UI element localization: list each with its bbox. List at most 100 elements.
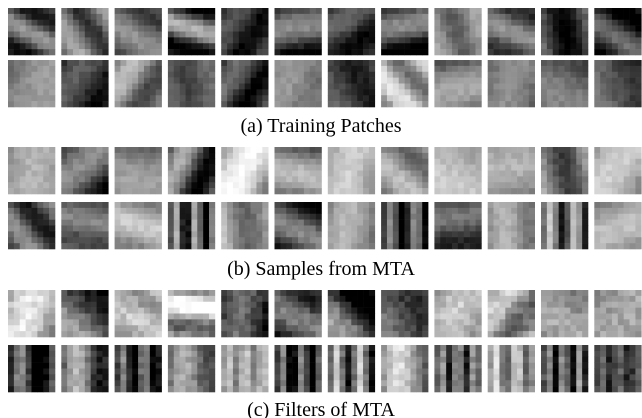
pixel: [345, 208, 351, 214]
pixel: [286, 49, 292, 55]
pixel: [304, 43, 310, 49]
pixel: [126, 351, 132, 357]
pixel: [387, 220, 393, 226]
pixel: [345, 176, 351, 182]
pixel: [43, 296, 49, 302]
pixel: [203, 345, 209, 351]
pixel: [606, 43, 612, 49]
pixel: [67, 182, 73, 188]
pixel: [565, 302, 571, 308]
pixel: [150, 101, 156, 107]
pixel: [405, 226, 411, 232]
pixel: [102, 314, 108, 320]
pixel: [570, 202, 576, 208]
pixel: [594, 37, 600, 43]
pixel: [298, 101, 304, 107]
pixel: [174, 214, 180, 220]
pixel: [115, 101, 121, 107]
pixel: [576, 202, 582, 208]
pixel: [43, 314, 49, 320]
pixel: [186, 49, 192, 55]
pixel: [494, 351, 500, 357]
pixel: [102, 325, 108, 331]
pixel: [115, 374, 121, 380]
pixel: [298, 171, 304, 177]
pixel: [203, 243, 209, 249]
pixel: [150, 159, 156, 165]
pixel: [97, 176, 103, 182]
pixel: [26, 290, 32, 296]
patch: [434, 60, 481, 107]
pixel: [203, 308, 209, 314]
pixel: [126, 32, 132, 38]
pixel: [328, 226, 334, 232]
pixel: [416, 325, 422, 331]
pixel: [393, 20, 399, 26]
pixel: [221, 84, 227, 90]
pixel: [381, 386, 387, 392]
pixel: [316, 226, 322, 232]
pixel: [8, 231, 14, 237]
pixel: [399, 380, 405, 386]
pixel: [174, 345, 180, 351]
pixel: [221, 296, 227, 302]
pixel: [369, 89, 375, 95]
pixel: [126, 208, 132, 214]
pixel: [126, 60, 132, 66]
pixel: [476, 302, 482, 308]
pixel: [476, 243, 482, 249]
pixel: [102, 386, 108, 392]
pixel: [245, 95, 251, 101]
pixel: [180, 243, 186, 249]
pixel: [138, 188, 144, 194]
pixel: [452, 220, 458, 226]
pixel: [369, 302, 375, 308]
pixel: [470, 243, 476, 249]
pixel: [203, 14, 209, 20]
pixel: [304, 95, 310, 101]
pixel: [446, 325, 452, 331]
pixel: [67, 66, 73, 72]
pixel: [97, 386, 103, 392]
pixel: [26, 95, 32, 101]
pixel: [458, 72, 464, 78]
pixel: [251, 159, 257, 165]
pixel: [630, 37, 636, 43]
pixel: [209, 182, 215, 188]
pixel: [156, 95, 162, 101]
pixel: [553, 231, 559, 237]
pixel: [440, 345, 446, 351]
pixel: [115, 331, 121, 337]
pixel: [393, 231, 399, 237]
pixel: [494, 72, 500, 78]
pixel: [245, 386, 251, 392]
pixel: [357, 208, 363, 214]
pixel: [168, 369, 174, 375]
pixel: [256, 101, 262, 107]
pixel: [310, 66, 316, 72]
pixel: [565, 182, 571, 188]
pixel: [91, 208, 97, 214]
pixel: [464, 8, 470, 14]
pixel: [73, 8, 79, 14]
pixel: [191, 159, 197, 165]
pixel: [387, 147, 393, 153]
pixel: [233, 345, 239, 351]
pixel: [298, 14, 304, 20]
pixel: [43, 153, 49, 159]
pixel: [529, 220, 535, 226]
pixel: [387, 182, 393, 188]
pixel: [203, 220, 209, 226]
pixel: [280, 351, 286, 357]
pixel: [523, 363, 529, 369]
pixel: [517, 165, 523, 171]
pixel: [393, 171, 399, 177]
pixel: [505, 8, 511, 14]
pixel: [256, 302, 262, 308]
pixel: [600, 66, 606, 72]
pixel: [67, 72, 73, 78]
pixel: [316, 296, 322, 302]
pixel: [458, 14, 464, 20]
pixel: [126, 26, 132, 32]
pixel: [144, 357, 150, 363]
